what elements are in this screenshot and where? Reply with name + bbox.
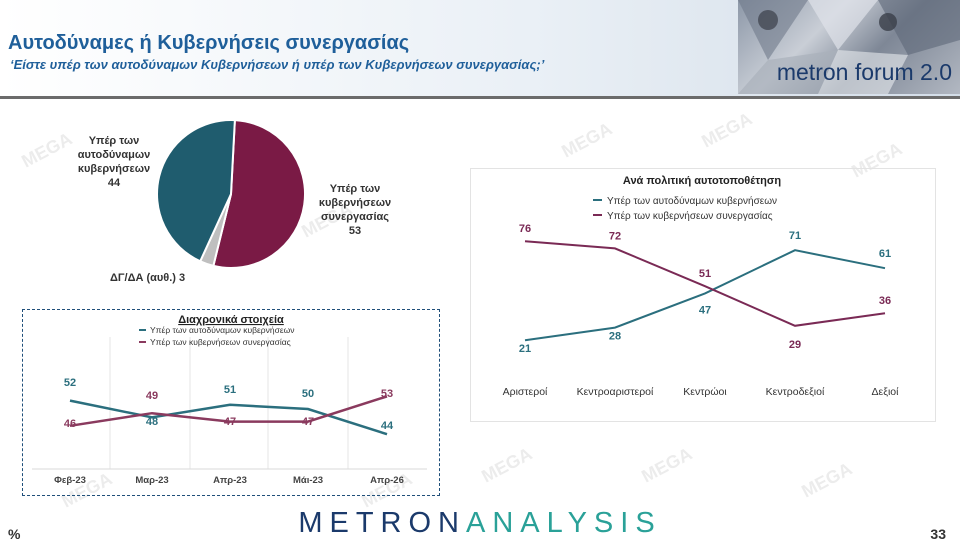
timeline-x-tick: Απρ-26 [370,475,404,486]
watermark: MEGA [638,443,696,487]
metron-forum-logo: metron forum 2.0 [738,0,960,94]
timeline-data-label: 52 [64,377,76,389]
brand-main: METRON [298,507,466,539]
timeline-x-tick: Απρ-23 [213,475,247,486]
legend-entry: Υπέρ των κυβερνήσεων συνεργασίας [607,210,773,222]
brand-accent: ANALYSIS [465,507,662,539]
timeline-data-label: 46 [64,418,76,430]
pie-label-self-line2: αυτοδύναμων [77,149,151,161]
metron-analysis-brand: METRONANALYSIS [0,507,960,540]
timeline-chart-frame [22,309,440,496]
pie-value-coalition: 53 [348,225,362,237]
timeline-data-label: 44 [381,420,394,432]
political-x-tick: Κεντρώοι [683,386,727,398]
header-divider [0,96,960,99]
timeline-title: Διαχρονικά στοιχεία [178,314,284,326]
watermark: MEGA [798,458,856,502]
pie-label-coalition-line3: συνεργασίας [320,211,389,223]
political-series-line [524,240,886,327]
political-x-tick: Δεξιοί [872,386,900,398]
timeline-x-tick: Μαρ-23 [135,475,168,486]
timeline-data-label: 53 [381,388,393,400]
timeline-x-tick: Μάι-23 [293,475,323,486]
timeline-data-label: 49 [146,390,158,402]
logo-background-pattern [738,0,960,94]
timeline-data-label: 47 [224,416,236,428]
pie-slice-self-governing [156,119,236,263]
logo-text: metron forum 2.0 [776,59,952,85]
political-data-label: 29 [789,339,801,351]
legend-entry: Υπέρ των αυτοδύναμων κυβερνήσεων [150,325,295,335]
timeline-data-label: 47 [302,416,314,428]
political-x-tick: Κεντροδεξιοί [766,386,825,398]
political-data-label: 47 [699,304,711,316]
political-data-label: 51 [699,268,711,280]
pie-label-self-governing: Υπέρ των αυτοδύναμων κυβερνήσεων 44 [64,134,164,190]
legend-entry: Υπέρ των κυβερνήσεων συνεργασίας [150,337,291,347]
political-chart-title: Ανά πολιτική αυτοτοποθέτηση [623,175,781,187]
political-chart: Ανά πολιτική αυτοτοποθέτηση Υπέρ των αυτο… [503,175,900,398]
page-number: 33 [930,526,946,542]
political-series-line [524,249,886,342]
political-x-tick: Αριστεροί [503,386,548,398]
pie-value-self: 44 [107,177,121,189]
political-data-label: 71 [789,230,801,242]
political-data-label: 76 [519,223,531,235]
pie-chart [156,119,307,269]
political-data-label: 61 [879,248,891,260]
slide-subtitle: ‘Είστε υπέρ των αυτοδύναμων Κυβερνήσεων … [10,57,545,72]
timeline-data-label: 51 [224,384,236,396]
pie-label-self-line1: Υπέρ των [88,135,140,147]
pie-label-dk-na: ΔΓ/ΔΑ (αυθ.) 3 [110,272,186,284]
timeline-series-line [69,395,388,428]
pie-label-coalition-line2: κυβερνήσεων [318,197,392,209]
political-data-label: 28 [609,331,621,343]
slide-title: Αυτοδύναμες ή Κυβερνήσεις συνεργασίας [8,32,410,54]
watermark: MEGA [558,118,616,162]
political-data-label: 21 [519,343,531,355]
timeline-data-label: 48 [146,416,158,428]
political-x-tick: Κεντροαριστεροί [577,386,654,398]
political-data-label: 72 [609,230,621,242]
watermark: MEGA [478,443,536,487]
watermark: MEGA [698,108,756,152]
political-chart-frame [470,168,936,422]
timeline-data-label: 50 [302,388,314,400]
timeline-x-tick: Φεβ-23 [54,475,86,486]
pie-slice-coalition [212,119,307,269]
political-data-label: 36 [879,295,891,307]
percent-sign: % [8,526,21,542]
pie-label-coalition: Υπέρ των κυβερνήσεων συνεργασίας 53 [300,182,410,238]
legend-entry: Υπέρ των αυτοδύναμων κυβερνήσεων [607,195,777,207]
pie-label-coalition-line1: Υπέρ των [329,183,381,195]
timeline-series-line [69,399,388,436]
pie-label-self-line3: κυβερνήσεων [77,163,151,175]
